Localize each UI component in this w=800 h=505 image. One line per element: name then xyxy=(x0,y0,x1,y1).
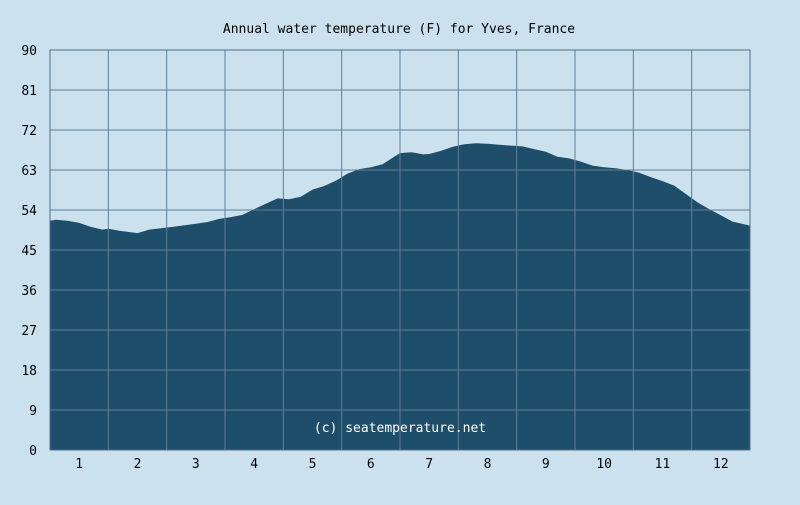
x-tick-label: 9 xyxy=(542,457,550,472)
y-tick-label: 27 xyxy=(21,324,37,339)
plot-border xyxy=(49,49,751,451)
y-tick-label: 9 xyxy=(29,404,37,419)
x-tick-label: 7 xyxy=(425,457,433,472)
x-tick-label: 12 xyxy=(713,457,729,472)
x-tick-label: 11 xyxy=(655,457,671,472)
x-tick-label: 2 xyxy=(134,457,142,472)
y-tick-label: 18 xyxy=(21,364,37,379)
y-tick-label: 63 xyxy=(21,164,37,179)
x-tick-label: 5 xyxy=(309,457,317,472)
y-tick-label: 81 xyxy=(21,84,37,99)
x-tick-label: 1 xyxy=(75,457,83,472)
chart-title: Annual water temperature (F) for Yves, F… xyxy=(223,22,575,37)
y-tick-label: 54 xyxy=(21,204,37,219)
watermark-text: (c) seatemperature.net xyxy=(314,421,486,436)
x-tick-label: 4 xyxy=(250,457,258,472)
y-tick-label: 72 xyxy=(21,124,37,139)
x-tick-label: 8 xyxy=(484,457,492,472)
y-tick-label: 90 xyxy=(21,44,37,59)
y-tick-label: 36 xyxy=(21,284,37,299)
y-tick-label: 45 xyxy=(21,244,37,259)
x-tick-label: 3 xyxy=(192,457,200,472)
x-tick-label: 10 xyxy=(596,457,612,472)
x-tick-label: 6 xyxy=(367,457,375,472)
y-tick-label: 0 xyxy=(29,444,37,459)
